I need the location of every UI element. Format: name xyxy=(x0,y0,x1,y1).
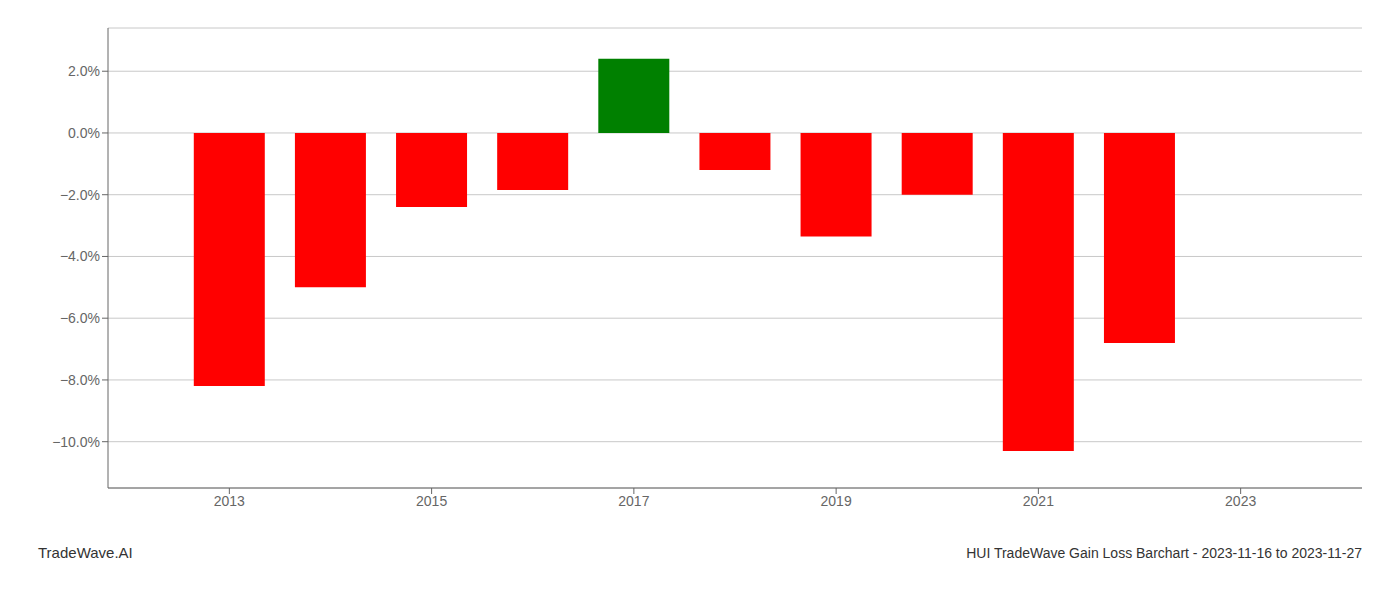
svg-text:−2.0%: −2.0% xyxy=(60,187,100,203)
svg-text:−8.0%: −8.0% xyxy=(60,372,100,388)
svg-text:0.0%: 0.0% xyxy=(68,125,100,141)
svg-text:−6.0%: −6.0% xyxy=(60,310,100,326)
svg-text:2023: 2023 xyxy=(1225,493,1256,509)
svg-text:2013: 2013 xyxy=(214,493,245,509)
svg-text:2015: 2015 xyxy=(416,493,447,509)
svg-text:2.0%: 2.0% xyxy=(68,63,100,79)
svg-text:2019: 2019 xyxy=(821,493,852,509)
svg-text:2021: 2021 xyxy=(1023,493,1054,509)
svg-text:2017: 2017 xyxy=(618,493,649,509)
html-text:HUI TradeWave Gain Loss Barcha: HUI TradeWave Gain Loss Barchart - 2023-… xyxy=(966,545,1362,561)
svg-text:−10.0%: −10.0% xyxy=(52,434,100,450)
html-text:TradeWave.AI: TradeWave.AI xyxy=(38,544,133,561)
svg-text:−4.0%: −4.0% xyxy=(60,248,100,264)
